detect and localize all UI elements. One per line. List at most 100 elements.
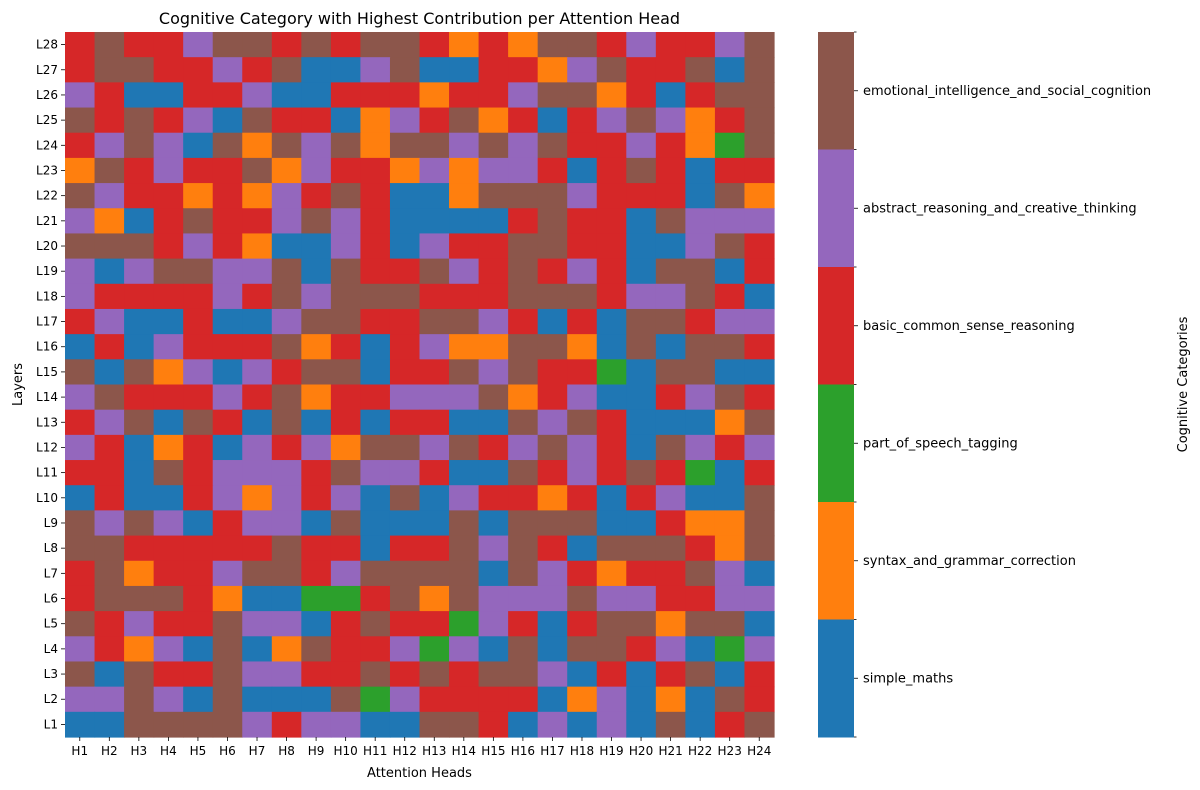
heatmap-cell [301, 57, 332, 83]
heatmap-cell [153, 510, 184, 537]
heatmap-cell [537, 132, 568, 159]
heatmap-cell [714, 611, 746, 637]
heatmap-cell [478, 57, 509, 83]
heatmap-cell [714, 132, 746, 159]
heatmap-cell [360, 535, 391, 562]
heatmap-cell [449, 157, 480, 184]
heatmap-cell [65, 510, 96, 537]
heatmap-cell [685, 434, 716, 461]
heatmap-cell [183, 485, 214, 511]
heatmap-cell [183, 585, 214, 612]
heatmap-cell [478, 283, 509, 310]
y-tick-label: L26 [36, 88, 58, 102]
heatmap-cell [212, 32, 243, 58]
heatmap-cell [567, 308, 598, 335]
heatmap-cell [655, 283, 686, 310]
heatmap-cell [242, 308, 273, 335]
heatmap-cell [183, 283, 214, 310]
heatmap-cell [508, 585, 539, 612]
heatmap-cell [596, 258, 627, 285]
heatmap-cell [212, 183, 243, 209]
heatmap-cell [655, 460, 686, 486]
heatmap-cell [655, 157, 686, 184]
heatmap-cell [212, 384, 243, 411]
heatmap-cell [360, 283, 391, 310]
heatmap-cell [478, 434, 509, 461]
heatmap-cell [478, 510, 509, 537]
heatmap-cell [94, 686, 125, 713]
heatmap-cell [153, 359, 184, 386]
heatmap-cell [419, 57, 450, 83]
heatmap-cell [242, 434, 273, 461]
heatmap-cell [655, 485, 686, 511]
heatmap-cell [183, 535, 214, 562]
heatmap-cell [330, 107, 362, 134]
heatmap-cell [124, 711, 155, 738]
heatmap-cell [65, 460, 96, 486]
heatmap-cell [419, 409, 450, 436]
heatmap-cell [449, 510, 480, 537]
heatmap-cell [153, 283, 184, 310]
x-tick-label: H3 [131, 744, 148, 758]
heatmap-cell [360, 208, 391, 235]
heatmap-cell [330, 384, 362, 411]
colorbar-segment [818, 619, 854, 738]
x-tick-label: H24 [747, 744, 771, 758]
heatmap-cell [508, 510, 539, 537]
heatmap-cell [124, 560, 155, 587]
y-tick-label: L21 [36, 214, 58, 228]
heatmap-cell [537, 636, 568, 663]
heatmap-cell [626, 611, 657, 637]
heatmap-cell [242, 157, 273, 184]
heatmap-cell [655, 183, 686, 209]
heatmap-cell [419, 485, 450, 511]
heatmap-cell [714, 585, 746, 612]
heatmap-cell [655, 560, 686, 587]
heatmap-cell [567, 460, 598, 486]
heatmap-cell [242, 585, 273, 612]
heatmap-cell [183, 636, 214, 663]
heatmap-cell [449, 460, 480, 486]
heatmap-cell [537, 32, 568, 58]
heatmap-cell [655, 711, 686, 738]
heatmap-cell [567, 611, 598, 637]
heatmap-cell [655, 132, 686, 159]
heatmap-cell [65, 208, 96, 235]
heatmap-cell [744, 334, 775, 360]
heatmap-cell [65, 57, 96, 83]
heatmap-cell [124, 535, 155, 562]
heatmap-cell [714, 686, 746, 713]
heatmap-cell [685, 308, 716, 335]
y-tick-label: L20 [36, 239, 58, 253]
heatmap-cell [242, 258, 273, 285]
heatmap-cell [567, 107, 598, 134]
heatmap-cell [537, 409, 568, 436]
heatmap-cell [537, 157, 568, 184]
heatmap-cell [301, 283, 332, 310]
heatmap-cell [271, 636, 302, 663]
heatmap-cell [94, 308, 125, 335]
heatmap-cell [183, 510, 214, 537]
heatmap-cell [596, 585, 627, 612]
heatmap-cell [744, 560, 775, 587]
heatmap-cell [242, 82, 273, 109]
heatmap-cell [655, 636, 686, 663]
heatmap-cell [596, 208, 627, 235]
colorbar-segment [818, 32, 854, 150]
heatmap-cell [449, 636, 480, 663]
heatmap-cell [537, 57, 568, 83]
heatmap-cell [153, 334, 184, 360]
heatmap-cell [596, 308, 627, 335]
heatmap-cell [449, 384, 480, 411]
heatmap-cell [360, 409, 391, 436]
heatmap-cell [330, 434, 362, 461]
heatmap-cell [567, 711, 598, 738]
heatmap-cell [183, 460, 214, 486]
heatmap-cell [271, 157, 302, 184]
heatmap-cell [744, 258, 775, 285]
heatmap-cell [389, 409, 421, 436]
heatmap-cell [655, 434, 686, 461]
heatmap-cell [508, 711, 539, 738]
heatmap-cell [537, 258, 568, 285]
